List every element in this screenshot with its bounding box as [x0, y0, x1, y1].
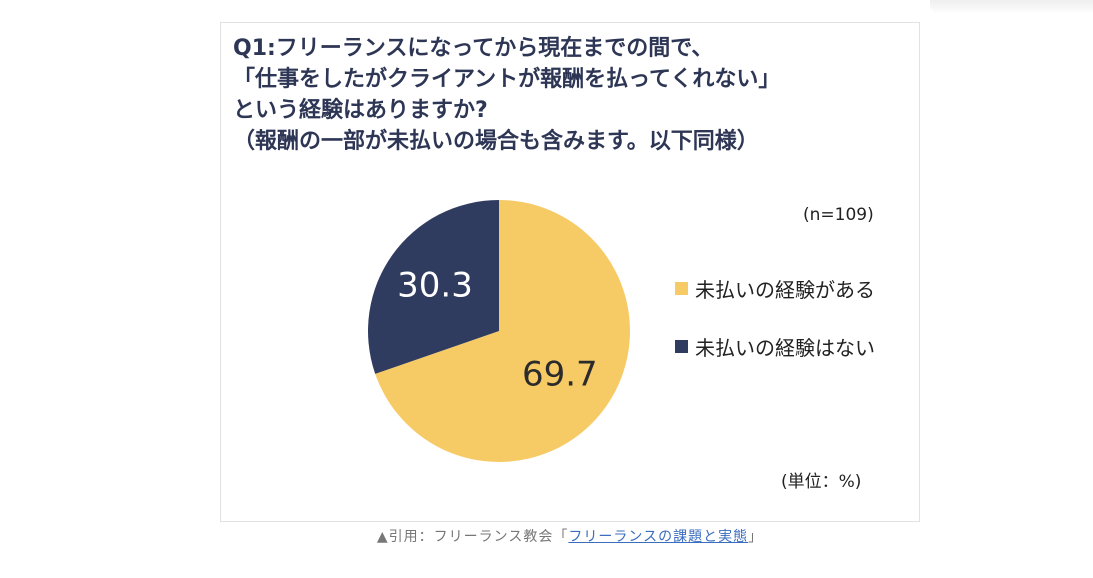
legend-label-none: 未払いの経験はない — [695, 335, 875, 360]
legend-item-none: 未払いの経験はない — [675, 317, 875, 375]
legend-swatch-none — [675, 339, 688, 353]
chart-title: Q1:フリーランスになってから現在までの間で、 「仕事をしたがクライアントが報酬… — [233, 33, 913, 157]
page-shadow — [930, 0, 1093, 14]
caption-prefix: ▲引用：フリーランス教会「 — [376, 529, 569, 545]
sample-size-label: (n=109) — [803, 205, 874, 225]
title-line-2: 「仕事をしたがクライアントが報酬を払ってくれない」 — [233, 67, 781, 92]
chart-card: Q1:フリーランスになってから現在までの間で、 「仕事をしたがクライアントが報酬… — [220, 22, 920, 522]
pie-slice-unpaid — [375, 200, 631, 463]
data-label-unpaid: 69.7 — [522, 354, 598, 394]
source-caption: ▲引用：フリーランス教会「フリーランスの課題と実態」 — [220, 526, 920, 546]
legend-item-unpaid: 未払いの経験がある — [675, 259, 875, 317]
legend-swatch-unpaid — [675, 281, 688, 295]
caption-suffix: 」 — [748, 529, 764, 545]
data-label-none: 30.3 — [397, 265, 473, 305]
title-line-4: （報酬の一部が未払いの場合も含みます。以下同様） — [233, 129, 759, 154]
pie-slice-none — [368, 200, 499, 374]
pie-chart: 69.7 30.3 — [368, 200, 631, 463]
title-line-3: という経験はありますか? — [233, 98, 488, 123]
unit-label: (単位：%) — [781, 472, 862, 492]
title-line-1: Q1:フリーランスになってから現在までの間で、 — [233, 36, 714, 61]
chart-legend: 未払いの経験がある 未払いの経験はない — [675, 259, 875, 375]
source-link[interactable]: フリーランスの課題と実態 — [568, 529, 749, 545]
legend-label-unpaid: 未払いの経験がある — [695, 277, 875, 302]
